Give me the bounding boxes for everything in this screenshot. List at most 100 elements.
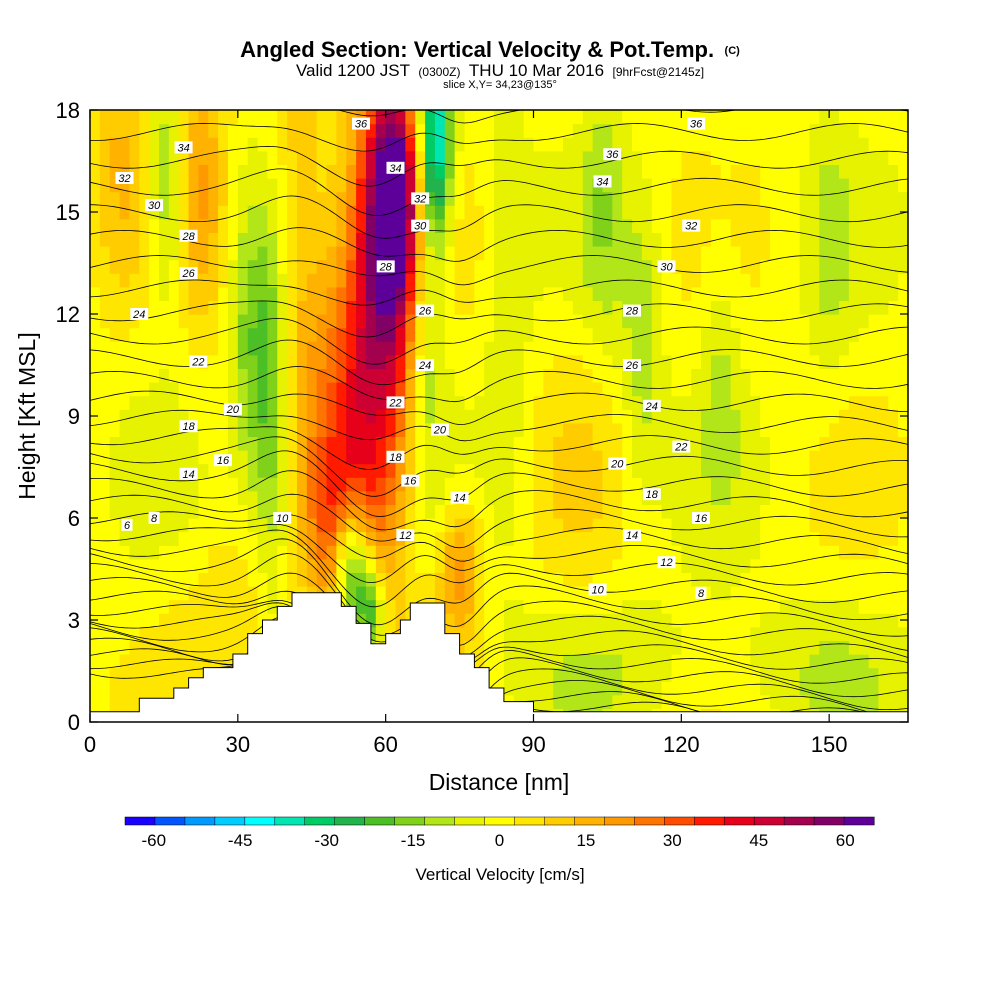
velocity-cell [267,150,278,165]
velocity-cell [287,218,298,233]
velocity-cell [484,586,495,601]
velocity-cell [858,626,870,641]
velocity-cell [149,110,160,125]
velocity-cell [671,477,682,492]
velocity-cell [484,246,495,261]
velocity-cell [119,191,131,206]
velocity-cell [247,286,259,301]
velocity-cell [158,422,170,437]
velocity-cell [296,531,308,546]
velocity-cell [316,545,328,560]
velocity-cell [168,273,180,288]
velocity-cell [839,599,850,614]
velocity-cell [425,341,436,356]
velocity-cell [543,205,554,220]
velocity-cell [868,681,880,696]
theta-contour [90,409,908,442]
velocity-cell [257,273,268,288]
contour-label: 30 [411,219,430,233]
velocity-cell [661,382,673,397]
velocity-cell [612,123,623,138]
velocity-cell [316,218,328,233]
contour-label: 34 [386,161,405,175]
velocity-cell [149,586,160,601]
velocity-cell [888,354,899,369]
velocity-cell [208,613,219,628]
velocity-cell [720,150,732,165]
velocity-cell [227,531,239,546]
velocity-cell [868,654,880,669]
velocity-cell [178,450,190,465]
velocity-cell [829,368,840,383]
velocity-cell [326,273,337,288]
velocity-cell [553,640,564,655]
colorbar-swatch [244,816,276,826]
velocity-cell [740,341,751,356]
velocity-cell [641,558,653,573]
velocity-cell [848,477,860,492]
velocity-cell [760,450,771,465]
velocity-cell [375,572,387,587]
velocity-cell [651,110,663,125]
velocity-cell [888,558,899,573]
velocity-cell [760,354,771,369]
velocity-cell [434,341,446,356]
velocity-cell [799,191,811,206]
velocity-cell [829,558,840,573]
velocity-cell [208,150,219,165]
velocity-cell [898,259,908,274]
velocity-cell [168,327,180,342]
velocity-cell [701,300,712,315]
velocity-cell [839,667,850,682]
velocity-cell [158,436,170,451]
velocity-cell [750,205,761,220]
velocity-cell [395,137,406,152]
velocity-cell [730,626,742,641]
velocity-cell [425,246,436,261]
contour-label: 32 [115,172,134,185]
velocity-cell [296,150,308,165]
velocity-cell [149,558,160,573]
velocity-cell [346,531,357,546]
velocity-cell [168,110,180,125]
velocity-cell [385,518,397,533]
velocity-cell [434,477,446,492]
velocity-cell [602,558,613,573]
velocity-cell [750,531,761,546]
velocity-cell [296,164,308,179]
velocity-cell [178,572,190,587]
velocity-cell [277,422,288,437]
velocity-cell [277,218,288,233]
velocity-cell [444,273,456,288]
velocity-cell [375,123,387,138]
velocity-cell [740,164,751,179]
velocity-cell [848,137,860,152]
velocity-cell [819,545,830,560]
velocity-cell [770,327,781,342]
velocity-cell [858,599,870,614]
velocity-cell [109,205,121,220]
velocity-cell [129,205,140,220]
velocity-cell [543,110,554,125]
velocity-cell [168,205,180,220]
contour-label-text: 36 [606,149,619,161]
velocity-cell [770,218,781,233]
velocity-cell [306,246,318,261]
velocity-cell [198,150,209,165]
velocity-cell [898,150,908,165]
velocity-cell [750,191,761,206]
velocity-cell [168,572,180,587]
velocity-cell [168,436,180,451]
velocity-cell [356,382,367,397]
velocity-cell [760,586,771,601]
velocity-cell [415,123,426,138]
velocity-cell [277,558,288,573]
velocity-cell [563,395,574,410]
velocity-cell [730,450,742,465]
velocity-cell [257,246,268,261]
velocity-cell [306,150,318,165]
velocity-cell [888,300,899,315]
theta-contour [90,450,908,518]
velocity-cell [503,409,515,424]
velocity-cell [494,613,505,628]
